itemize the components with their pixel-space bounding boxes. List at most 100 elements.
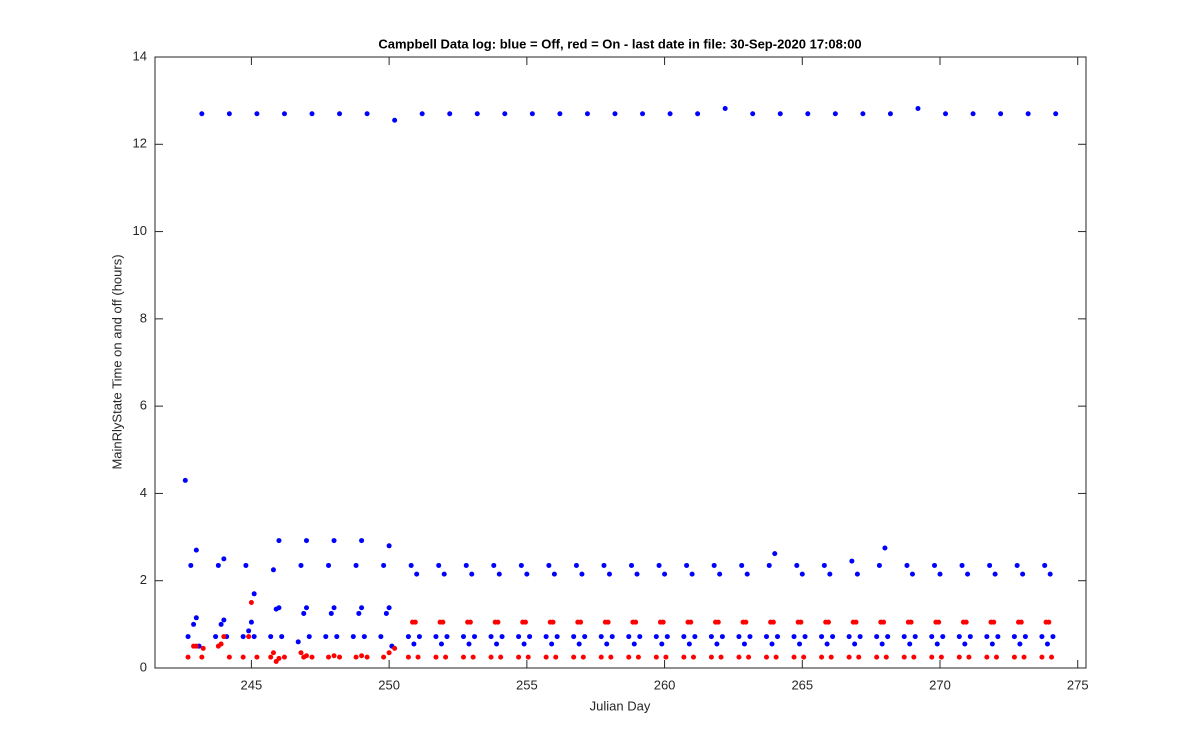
point (741, 641, 747, 647)
point (416, 634, 422, 640)
point (571, 634, 577, 640)
point (708, 654, 714, 660)
point (474, 111, 480, 117)
point (805, 111, 811, 117)
point (361, 634, 367, 640)
point (908, 619, 914, 625)
point (744, 571, 750, 577)
point (331, 538, 337, 544)
point (405, 634, 411, 640)
point (912, 634, 918, 640)
point (392, 645, 398, 651)
point (279, 634, 285, 640)
chart-title: Campbell Data log: blue = Off, red = On … (378, 36, 861, 51)
point (331, 653, 337, 659)
point (221, 617, 227, 623)
point (929, 654, 935, 660)
point (692, 634, 698, 640)
point (580, 654, 586, 660)
point (656, 562, 662, 568)
point (498, 654, 504, 660)
point (378, 634, 384, 640)
point (525, 654, 531, 660)
x-tick-label: 275 (1067, 677, 1089, 692)
point (408, 562, 414, 568)
point (766, 562, 772, 568)
point (298, 650, 304, 656)
y-tick-label: 0 (140, 659, 147, 674)
point (411, 641, 417, 647)
point (185, 634, 191, 640)
point (221, 634, 227, 640)
point (191, 621, 197, 627)
point (193, 643, 199, 649)
point (876, 562, 882, 568)
point (1046, 619, 1052, 625)
point (414, 571, 420, 577)
point (270, 650, 276, 656)
point (522, 619, 528, 625)
point (991, 619, 997, 625)
point (584, 111, 590, 117)
point (653, 634, 659, 640)
point (909, 571, 915, 577)
point (1049, 654, 1055, 660)
point (929, 634, 935, 640)
point (1044, 641, 1050, 647)
point (221, 556, 227, 562)
point (193, 547, 199, 553)
point (714, 641, 720, 647)
point (882, 545, 888, 551)
point (383, 610, 389, 616)
point (943, 111, 949, 117)
point (444, 634, 450, 640)
point (218, 621, 224, 627)
point (664, 634, 670, 640)
point (359, 653, 365, 659)
point (901, 654, 907, 660)
point (323, 634, 329, 640)
y-tick-label: 6 (140, 398, 147, 413)
point (193, 615, 199, 621)
point (887, 111, 893, 117)
point (527, 634, 533, 640)
point (885, 634, 891, 640)
point (491, 562, 497, 568)
point (634, 571, 640, 577)
point (248, 600, 254, 606)
point (415, 654, 421, 660)
point (821, 562, 827, 568)
point (819, 634, 825, 640)
point (1047, 571, 1053, 577)
point (667, 111, 673, 117)
y-tick-label: 14 (133, 48, 147, 63)
point (405, 654, 411, 660)
point (984, 654, 990, 660)
point (633, 619, 639, 625)
point (962, 641, 968, 647)
point (337, 111, 343, 117)
point (695, 111, 701, 117)
point (516, 634, 522, 640)
point (984, 634, 990, 640)
point (337, 654, 343, 660)
point (529, 111, 535, 117)
point (995, 634, 1001, 640)
point (998, 111, 1004, 117)
point (433, 654, 439, 660)
point (743, 619, 749, 625)
point (469, 571, 475, 577)
point (470, 654, 476, 660)
point (772, 551, 778, 557)
x-tick-label: 265 (791, 677, 813, 692)
point (550, 619, 556, 625)
point (215, 562, 221, 568)
point (549, 641, 555, 647)
point (240, 634, 246, 640)
point (1014, 562, 1020, 568)
point (956, 634, 962, 640)
point (460, 634, 466, 640)
point (524, 571, 530, 577)
point (604, 641, 610, 647)
point (543, 634, 549, 640)
